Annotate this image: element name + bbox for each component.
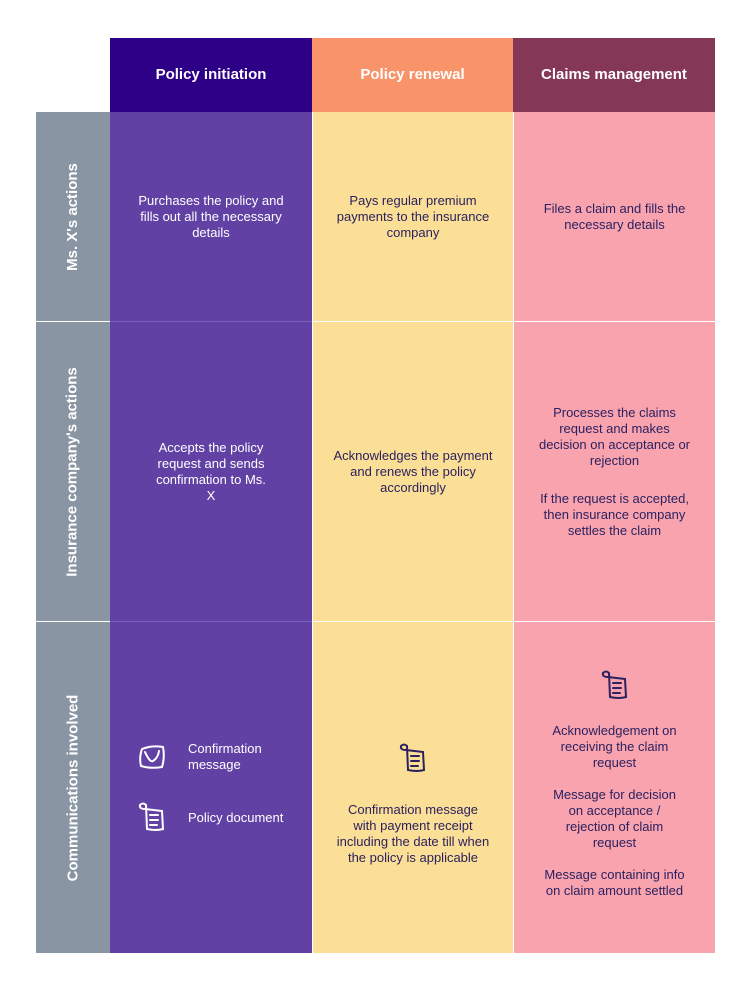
cell: Confirmation message with payment receip… (312, 621, 513, 953)
cell-text: Purchases the policy and fills out all t… (138, 192, 284, 240)
row-label-communications: Communications involved (36, 621, 110, 953)
document-icon (601, 670, 627, 699)
cell-text: Acknowledgement on receiving the claim r… (552, 722, 677, 770)
cell-text: Message containing info on claim amount … (544, 866, 685, 898)
document-icon (138, 802, 165, 831)
cell: Acknowledges the payment and renews the … (312, 321, 513, 621)
header-policy-renewal: Policy renewal (312, 38, 513, 112)
row-label-text: Insurance company's actions (64, 366, 82, 577)
row-label-text: Communications involved (64, 694, 82, 881)
header-policy-initiation: Policy initiation (110, 38, 312, 112)
message-icon (139, 744, 165, 769)
cell-text: Pays regular premium payments to the ins… (336, 192, 490, 240)
cell-text: Accepts the policy request and sends con… (156, 439, 266, 503)
comm-label: Confirmation message (188, 740, 262, 772)
cell-text: If the request is accepted, then insuran… (540, 490, 689, 538)
cell: Confirmation message Policy document (110, 621, 312, 953)
comm-item: Policy document (136, 801, 286, 835)
document-icon (399, 743, 426, 772)
comm-label: Policy document (188, 809, 284, 825)
cell: Pays regular premium payments to the ins… (312, 112, 513, 321)
cell-text: Acknowledges the payment and renews the … (333, 447, 493, 495)
cell: Files a claim and fills the necessary de… (513, 112, 715, 321)
cell: Acknowledgement on receiving the claim r… (513, 621, 715, 953)
cell-text: Processes the claims request and makes d… (538, 404, 691, 468)
row-label-ms-x-actions: Ms. X's actions (36, 112, 110, 321)
cell: Accepts the policy request and sends con… (110, 321, 312, 621)
cell-text: Confirmation message with payment receip… (336, 801, 490, 865)
row-label-insurer-actions: Insurance company's actions (36, 321, 110, 621)
cell: Purchases the policy and fills out all t… (110, 112, 312, 321)
comm-item: Confirmation message (136, 741, 286, 773)
row-label-text: Ms. X's actions (64, 162, 81, 271)
header-claims-management: Claims management (513, 38, 715, 112)
cell-text: Message for decision on acceptance / rej… (553, 786, 676, 850)
cell-text: Files a claim and fills the necessary de… (543, 200, 686, 232)
cell: Processes the claims request and makes d… (513, 321, 715, 621)
